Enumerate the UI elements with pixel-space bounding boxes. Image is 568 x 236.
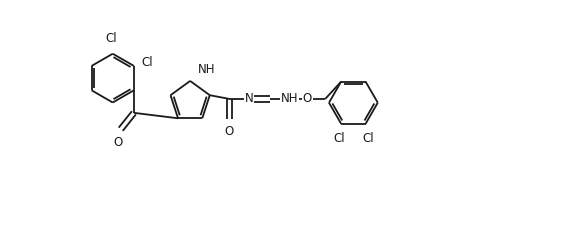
- Text: NH: NH: [281, 92, 298, 105]
- Text: Cl: Cl: [142, 56, 153, 69]
- Text: N: N: [245, 92, 253, 105]
- Text: O: O: [303, 92, 312, 105]
- Text: Cl: Cl: [333, 132, 345, 145]
- Text: O: O: [225, 125, 234, 138]
- Text: O: O: [114, 136, 123, 149]
- Text: NH: NH: [198, 63, 215, 76]
- Text: Cl: Cl: [106, 32, 117, 45]
- Text: Cl: Cl: [362, 132, 374, 145]
